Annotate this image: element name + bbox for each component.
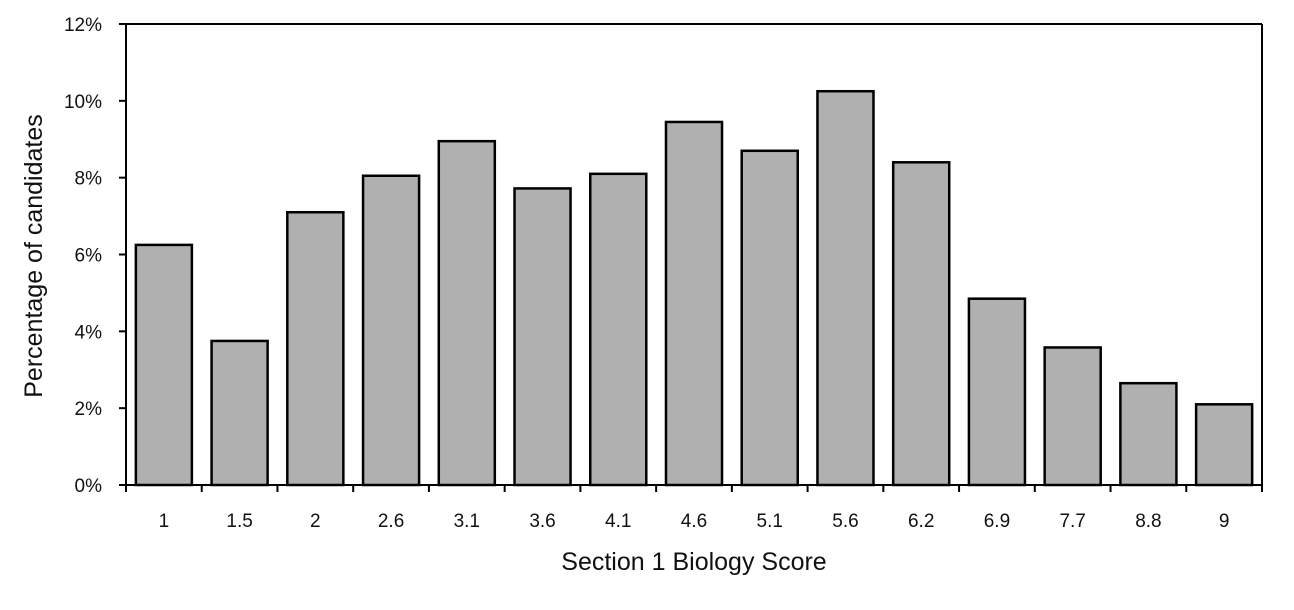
bar <box>967 297 1027 487</box>
y-tick-label: 8% <box>75 169 103 190</box>
x-tick-label: 2.6 <box>378 511 404 532</box>
x-tick-label: 6.9 <box>984 511 1010 532</box>
x-tick-label: 6.2 <box>908 511 934 532</box>
bar <box>437 139 497 487</box>
x-tick-label: 3.6 <box>529 511 555 532</box>
x-tick-label: 2 <box>310 511 321 532</box>
x-tick-label: 3.1 <box>454 511 480 532</box>
y-ticks-group: 0% 2% 4% 6% 8% 10% 12% <box>64 15 126 497</box>
y-tick-label: 12% <box>64 15 102 36</box>
y-tick-label: 10% <box>64 92 102 113</box>
bar <box>1194 403 1254 487</box>
bar <box>286 210 345 487</box>
bar <box>589 172 648 487</box>
bar <box>891 161 951 487</box>
bar <box>740 149 800 487</box>
bar <box>210 339 269 487</box>
bar <box>1119 381 1178 487</box>
x-tick-label: 7.7 <box>1059 511 1085 532</box>
bar <box>513 187 572 487</box>
y-tick-label: 4% <box>75 322 103 343</box>
x-tick-label: 9 <box>1219 511 1230 532</box>
bar <box>816 89 875 487</box>
x-ticks-group: 1 1.5 2 2.6 3.1 3.6 4.1 4.6 5.1 5.6 6.2 6.9 7.7 8.8 9 <box>125 485 1263 532</box>
y-tick-label: 6% <box>75 246 103 267</box>
y-tick-label: 0% <box>75 476 103 497</box>
x-tick-label: 1 <box>159 511 170 532</box>
x-tick-label: 5.1 <box>757 511 783 532</box>
x-tick-label: 1.5 <box>226 511 252 532</box>
bar <box>361 174 421 487</box>
x-tick-label: 5.6 <box>832 511 858 532</box>
bar <box>664 120 724 487</box>
x-tick-label: 4.1 <box>605 511 631 532</box>
x-axis-title: Section 1 Biology Score <box>561 548 826 576</box>
bar <box>1043 346 1102 487</box>
bar <box>134 243 194 487</box>
y-axis-title: Percentage of candidates <box>20 114 48 398</box>
bars-group <box>134 89 1254 487</box>
y-tick-label: 2% <box>75 399 103 420</box>
x-tick-label: 4.6 <box>681 511 707 532</box>
x-tick-label: 8.8 <box>1135 511 1161 532</box>
